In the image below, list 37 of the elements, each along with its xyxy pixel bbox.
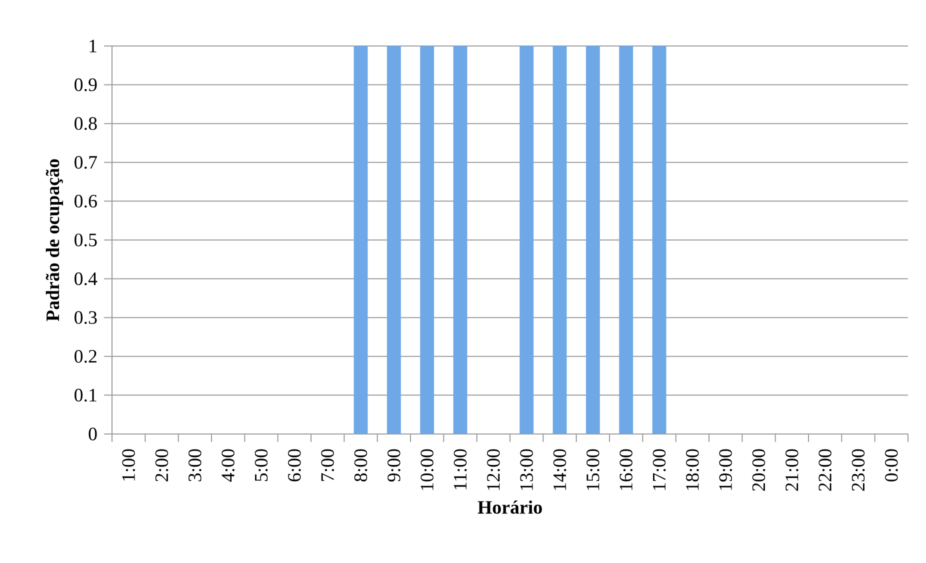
x-tick-label: 14:00	[553, 449, 566, 490]
y-tick-label: 1	[90, 40, 96, 52]
y-tick-label: 0	[88, 428, 97, 440]
x-axis-title: Horário	[478, 500, 542, 514]
x-tick-label: 0:00	[885, 449, 898, 482]
x-tick-label: 20:00	[752, 449, 766, 491]
y-tick-label: 0.2	[74, 350, 96, 363]
x-tick-label: 8:00	[354, 449, 368, 482]
x-tick-label: 16:00	[620, 449, 633, 490]
x-tick-label: 3:00	[188, 449, 202, 482]
x-tick-label: 2:00	[155, 449, 168, 482]
x-tick-label: 7:00	[321, 449, 334, 481]
x-tick-label: 17:00	[652, 449, 666, 490]
x-tick-label: 6:00	[288, 449, 301, 482]
x-tick-label: 11:00	[454, 449, 467, 490]
x-tick-label: 5:00	[254, 449, 268, 482]
y-axis-title: Padrão de ocupação	[46, 159, 64, 322]
y-tick-label: 0.7	[74, 156, 97, 169]
x-tick-label: 12:00	[487, 449, 500, 490]
x-tick-label: 10:00	[420, 449, 434, 490]
x-tick-label: 15:00	[586, 449, 600, 490]
y-tick-label: 0.5	[74, 234, 97, 246]
y-tick-label: 0.6	[74, 194, 97, 208]
x-tick-label: 13:00	[520, 449, 534, 490]
x-tick-label: 9:00	[388, 449, 400, 482]
x-tick-label: 23:00	[852, 449, 865, 491]
x-tick-label: 4:00	[222, 449, 235, 482]
x-tick-label: 18:00	[686, 449, 699, 490]
x-tick-label: 21:00	[786, 449, 798, 491]
y-tick-label: 0.9	[74, 78, 97, 92]
y-tick-label: 0.1	[74, 388, 96, 402]
x-tick-label: 1:00	[122, 449, 136, 480]
x-tick-label: 19:00	[719, 449, 732, 490]
y-tick-label: 0.4	[74, 272, 98, 286]
x-tick-label: 22:00	[818, 449, 832, 491]
y-tick-label: 0.8	[74, 117, 97, 130]
y-tick-label: 0.3	[74, 311, 97, 324]
